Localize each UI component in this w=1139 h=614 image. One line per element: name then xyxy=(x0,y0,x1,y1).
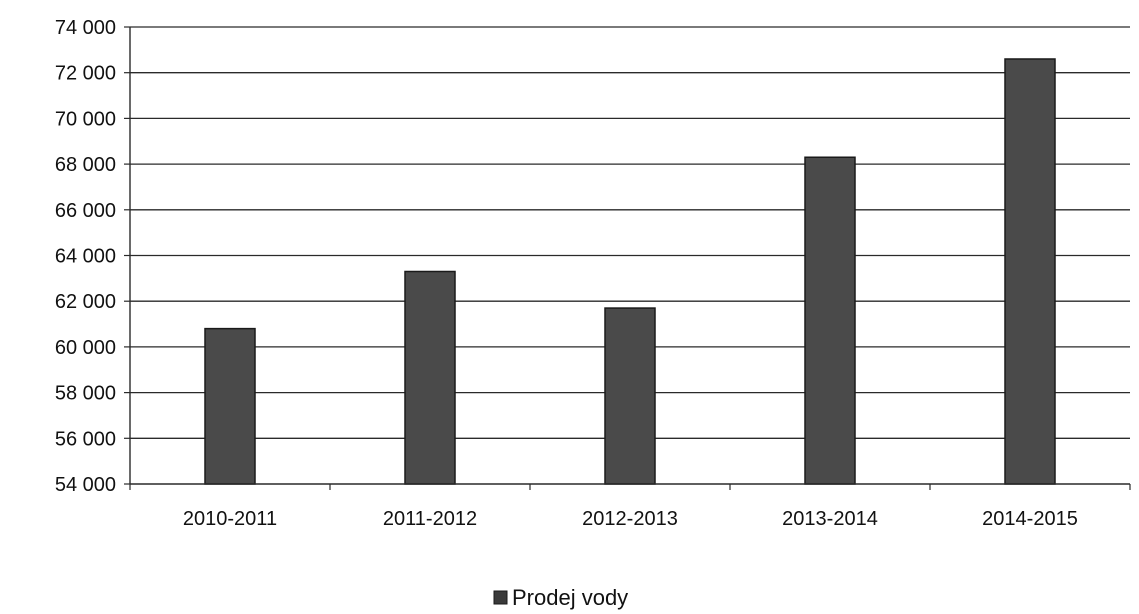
legend-swatch xyxy=(493,590,508,605)
bars xyxy=(204,58,1056,485)
bar-2012-2013 xyxy=(604,307,656,485)
y-tick-label: 70 000 xyxy=(55,108,116,130)
x-tick-label: 2014-2015 xyxy=(982,508,1078,530)
y-tick-label: 66 000 xyxy=(55,200,116,222)
bar-2011-2012 xyxy=(404,270,456,485)
y-tick-label: 60 000 xyxy=(55,337,116,359)
y-tick-label: 72 000 xyxy=(55,63,116,85)
gridlines xyxy=(130,26,1130,439)
axes xyxy=(124,26,1131,490)
bar-2014-2015 xyxy=(1004,58,1056,485)
legend-label-prodej-vody: Prodej vody xyxy=(512,585,628,610)
bar-2013-2014 xyxy=(804,156,856,485)
y-tick-label: 54 000 xyxy=(55,474,116,496)
x-axis-tick-labels: 2010-2011 2011-2012 2012-2013 2013-2014 2014… xyxy=(183,508,1078,530)
bar-2010-2011 xyxy=(204,327,256,485)
y-tick-label: 62 000 xyxy=(55,291,116,313)
x-tick-label: 2012-2013 xyxy=(582,508,678,530)
y-tick-label: 64 000 xyxy=(55,246,116,268)
y-tick-label: 58 000 xyxy=(55,383,116,405)
y-tick-label: 74 000 xyxy=(55,17,116,39)
x-tick-label: 2010-2011 xyxy=(183,508,277,530)
x-tick-label: 2013-2014 xyxy=(782,508,878,530)
y-axis-tick-labels: 54 000 56 000 58 000 60 000 62 000 64 000 66 0… xyxy=(55,17,116,496)
legend: Prodej vody xyxy=(493,585,628,610)
y-tick-label: 56 000 xyxy=(55,428,116,450)
y-tick-label: 68 000 xyxy=(55,154,116,176)
x-tick-label: 2011-2012 xyxy=(383,508,477,530)
